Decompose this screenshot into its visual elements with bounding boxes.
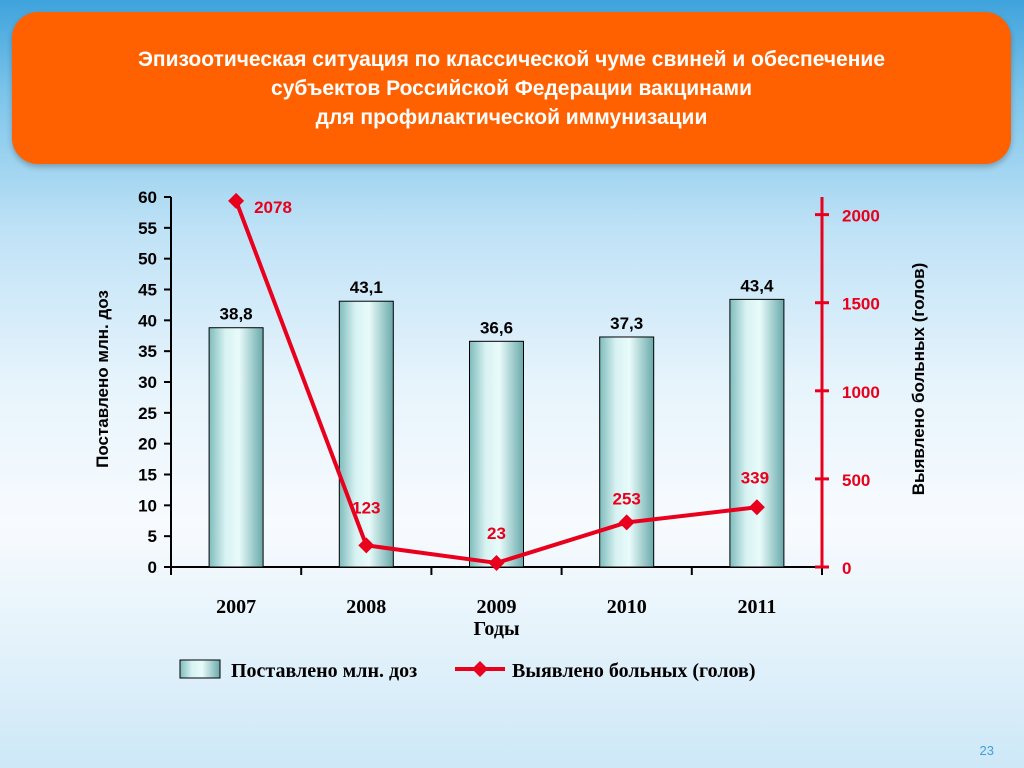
y-tick-label-left: 45 (138, 281, 157, 300)
bar (208, 327, 264, 568)
x-tick-label: 2008 (346, 596, 386, 618)
bar-value-label: 37,3 (610, 314, 643, 333)
page-number: 23 (979, 743, 994, 758)
y-tick-label-left: 0 (148, 558, 157, 577)
bar (599, 336, 655, 568)
line-marker (618, 514, 635, 531)
line-value-label: 123 (352, 498, 380, 517)
y-axis-title-right: Выявлено больных (голов) (909, 263, 928, 496)
y-tick-label-right: 1000 (842, 383, 880, 402)
bar (729, 298, 785, 568)
legend-bar-label: Поставлено млн. доз (231, 660, 417, 682)
line-marker (488, 554, 505, 571)
y-tick-label-left: 20 (138, 435, 157, 454)
y-tick-label-right: 0 (842, 559, 851, 578)
line-marker (358, 537, 375, 554)
y-tick-label-left: 55 (138, 219, 157, 238)
legend-line-marker (472, 661, 488, 677)
x-axis-title: Годы (473, 618, 520, 640)
line-marker (748, 499, 765, 516)
y-tick-label-left: 30 (138, 373, 157, 392)
line-value-label: 23 (487, 524, 506, 543)
bar-value-label: 38,8 (220, 305, 253, 324)
slide-title: Эпизоотическая ситуация по классической … (137, 47, 886, 129)
y-tick-label-left: 15 (138, 466, 157, 485)
title-banner: Эпизоотическая ситуация по классической … (12, 12, 1011, 164)
bar-value-label: 43,4 (740, 276, 774, 295)
y-tick-label-left: 25 (138, 404, 157, 423)
y-tick-label-right: 2000 (842, 207, 880, 226)
x-tick-label: 2010 (607, 596, 647, 618)
y-axis-title-left: Поставлено млн. доз (93, 290, 112, 468)
legend-bar-swatch (179, 659, 221, 679)
bar (469, 340, 524, 568)
line-value-label: 2078 (254, 198, 292, 217)
y-tick-label-left: 40 (138, 311, 157, 330)
bar (338, 300, 394, 568)
y-tick-label-left: 5 (148, 527, 157, 546)
y-tick-label-left: 10 (138, 496, 157, 515)
y-tick-label-left: 35 (138, 342, 157, 361)
y-tick-label-left: 50 (138, 250, 157, 269)
x-tick-label: 2009 (477, 596, 517, 618)
x-tick-label: 2007 (216, 596, 256, 618)
line-marker (228, 192, 245, 209)
bar-value-label: 43,1 (350, 278, 383, 297)
x-tick-label: 2011 (737, 596, 776, 618)
y-tick-label-right: 500 (842, 471, 870, 490)
y-tick-label-right: 1500 (842, 295, 880, 314)
y-tick-label-left: 60 (138, 188, 157, 207)
line-value-label: 339 (741, 468, 769, 487)
line-value-label: 253 (613, 489, 641, 508)
bar-value-label: 36,6 (480, 318, 513, 337)
legend-line-label: Выявлено больных (голов) (512, 660, 756, 682)
